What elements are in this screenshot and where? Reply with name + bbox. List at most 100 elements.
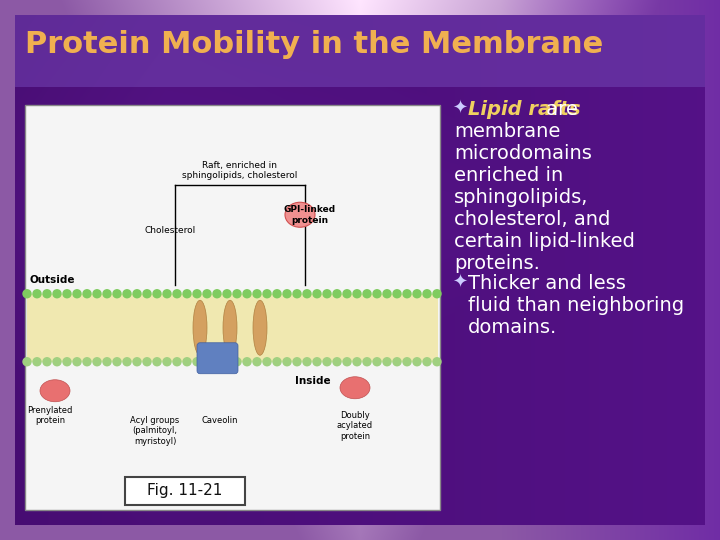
Circle shape [23,290,31,298]
Circle shape [203,357,211,366]
Circle shape [73,357,81,366]
Circle shape [103,357,111,366]
Circle shape [273,290,281,298]
Ellipse shape [40,380,70,402]
Circle shape [403,357,411,366]
Circle shape [183,290,191,298]
Circle shape [163,290,171,298]
Circle shape [123,290,131,298]
Text: Prenylated
protein: Prenylated protein [27,406,73,425]
Circle shape [383,290,391,298]
Circle shape [413,357,421,366]
Circle shape [113,290,121,298]
Circle shape [363,357,371,366]
Circle shape [223,357,231,366]
Circle shape [153,357,161,366]
Text: Fig. 11-21: Fig. 11-21 [148,483,222,498]
Circle shape [303,357,311,366]
Circle shape [373,290,381,298]
Circle shape [143,290,151,298]
Circle shape [373,357,381,366]
Circle shape [393,357,401,366]
Text: Protein Mobility in the Membrane: Protein Mobility in the Membrane [25,30,603,59]
Circle shape [363,290,371,298]
Circle shape [23,357,31,366]
Text: domains.: domains. [468,318,557,337]
Text: Cholesterol: Cholesterol [145,226,196,235]
Text: Caveolin: Caveolin [202,416,238,425]
Circle shape [153,290,161,298]
Circle shape [393,290,401,298]
Circle shape [343,290,351,298]
Text: microdomains: microdomains [454,144,592,163]
Circle shape [333,290,341,298]
Circle shape [193,357,201,366]
Circle shape [283,357,291,366]
Text: membrane: membrane [454,122,560,141]
Circle shape [213,357,221,366]
Circle shape [113,357,121,366]
Circle shape [93,357,101,366]
Circle shape [283,290,291,298]
Circle shape [293,290,301,298]
Text: Acyl groups
(palmitoyl,
myristoyl): Acyl groups (palmitoyl, myristoyl) [130,416,179,446]
Circle shape [33,357,41,366]
Circle shape [93,290,101,298]
Circle shape [33,290,41,298]
Circle shape [233,290,241,298]
Bar [15,15,705,87]
Text: Lipid rafts: Lipid rafts [468,100,580,119]
Circle shape [143,357,151,366]
Ellipse shape [253,300,267,355]
Circle shape [103,290,111,298]
Circle shape [213,290,221,298]
Circle shape [173,357,181,366]
Text: certain lipid-linked: certain lipid-linked [454,232,635,251]
Text: GPI-linked
protein: GPI-linked protein [284,205,336,225]
Circle shape [83,357,91,366]
Circle shape [423,290,431,298]
Circle shape [313,290,321,298]
Text: proteins.: proteins. [454,254,540,273]
Circle shape [53,357,61,366]
Circle shape [63,357,71,366]
Circle shape [333,357,341,366]
Circle shape [73,290,81,298]
Text: are: are [540,100,578,119]
Text: fluid than neighboring: fluid than neighboring [468,296,684,315]
Circle shape [353,357,361,366]
Circle shape [263,290,271,298]
Circle shape [423,357,431,366]
Circle shape [123,357,131,366]
Circle shape [273,357,281,366]
Circle shape [263,357,271,366]
Text: enriched in: enriched in [454,166,563,185]
Circle shape [253,290,261,298]
Ellipse shape [223,300,237,355]
Circle shape [173,290,181,298]
Bar [27,294,438,362]
Ellipse shape [193,300,207,355]
Text: Outside: Outside [30,275,76,285]
Circle shape [223,290,231,298]
Circle shape [133,290,141,298]
Circle shape [43,290,51,298]
Circle shape [323,290,331,298]
Circle shape [163,357,171,366]
Circle shape [193,290,201,298]
Circle shape [343,357,351,366]
Circle shape [303,290,311,298]
Circle shape [383,357,391,366]
Circle shape [253,357,261,366]
Text: Raft, enriched in
sphingolipids, cholesterol: Raft, enriched in sphingolipids, cholest… [182,160,297,180]
Circle shape [63,290,71,298]
Circle shape [433,290,441,298]
Ellipse shape [340,377,370,399]
Text: Thicker and less: Thicker and less [468,274,626,293]
Circle shape [133,357,141,366]
FancyBboxPatch shape [197,343,238,374]
Text: cholesterol, and: cholesterol, and [454,210,611,229]
Circle shape [413,290,421,298]
Text: Doubly
acylated
protein: Doubly acylated protein [337,411,373,441]
Circle shape [353,290,361,298]
